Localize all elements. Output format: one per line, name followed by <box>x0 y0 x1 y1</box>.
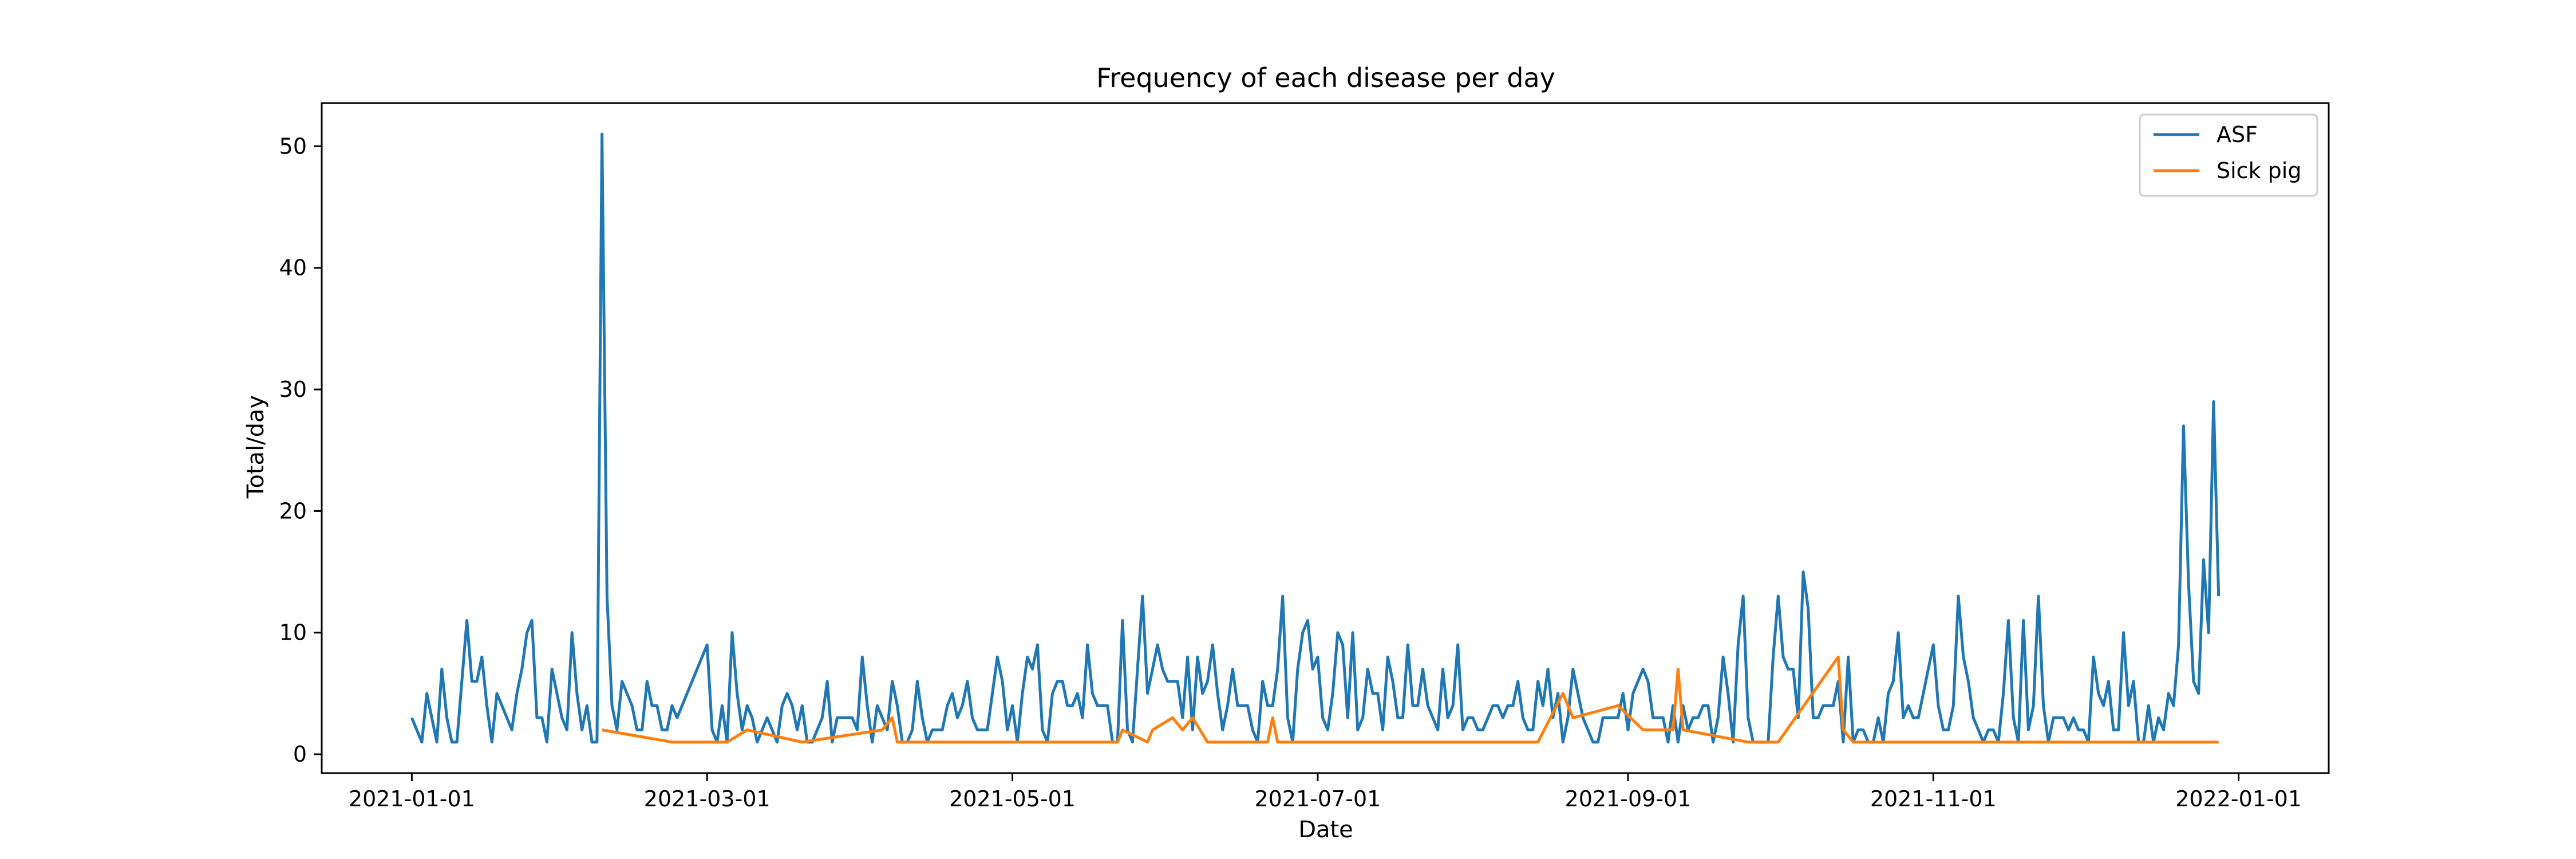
y-tick-label: 0 <box>293 742 307 767</box>
y-axis-title: Total/day <box>243 395 269 499</box>
y-tick-label: 50 <box>279 133 307 159</box>
x-tick-label: 2021-07-01 <box>1254 786 1381 811</box>
x-tick-label: 2021-01-01 <box>349 786 475 811</box>
y-axis: 0 10 20 30 40 50 <box>279 133 322 767</box>
plot-frame <box>321 102 2330 774</box>
x-tick-label: 2021-03-01 <box>644 786 771 811</box>
x-axis: 2021-01-01 2021-03-01 2021-05-01 2021-07-01… <box>349 773 2302 811</box>
legend-label-asf: ASF <box>2217 122 2258 147</box>
series-line-asf <box>410 132 2221 744</box>
y-tick-label: 20 <box>279 498 307 523</box>
x-tick-label: 2021-05-01 <box>949 786 1076 811</box>
x-tick-label: 2021-09-01 <box>1565 786 1692 811</box>
x-tick-label: 2022-01-01 <box>2175 786 2302 811</box>
series-line-sick-pig <box>602 655 2219 744</box>
series-layer <box>410 132 2221 744</box>
x-tick-label: 2021-11-01 <box>1870 786 1997 811</box>
legend-label-sick-pig: Sick pig <box>2217 158 2301 183</box>
y-tick-label: 30 <box>279 377 307 402</box>
chart-title: Frequency of each disease per day <box>1096 62 1555 93</box>
y-tick-label: 10 <box>279 620 307 645</box>
legend: ASF Sick pig <box>2139 113 2318 197</box>
x-axis-title: Date <box>1298 817 1353 843</box>
y-tick-label: 40 <box>279 255 307 281</box>
